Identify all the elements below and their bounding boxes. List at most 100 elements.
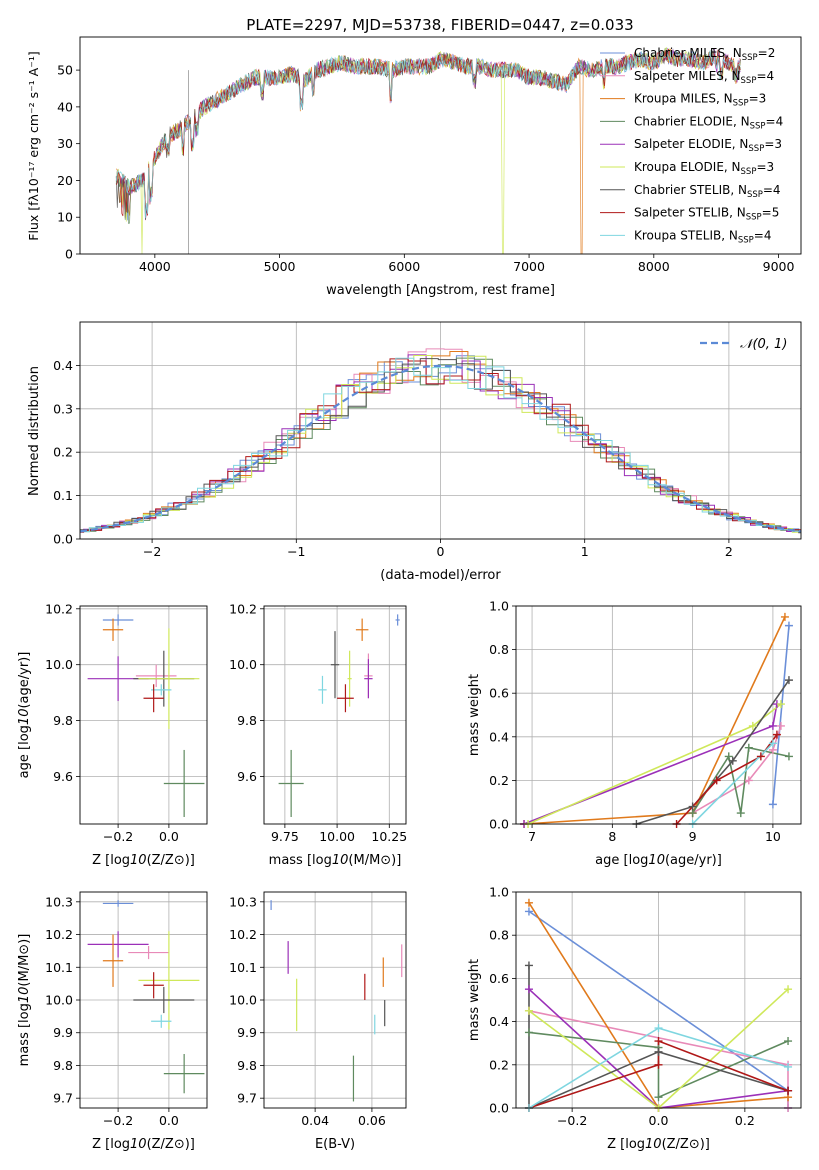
y-tick-label: 10.0 [45,993,73,1008]
y-tick-label: 30 [57,136,73,151]
x-axis-label: (data-model)/error [380,568,501,583]
series-marker [784,1037,793,1046]
plot-mass-vs-ebv: 0.04 0.06 9.7 9.8 9.9 10.0 10.1 10.2 10.3 E(B-V) [229,891,407,1152]
x-tick-label: −0.2 [557,1113,587,1128]
x-tick-label: 4000 [139,259,171,274]
series-marker [744,776,753,785]
legend-label: Chabrier MILES, NSSP=2 [634,46,775,63]
y-tick-label: 0.0 [489,1101,509,1116]
series-line [528,965,789,1108]
plot-residuals: −2 −1 0 1 2 0.0 0.1 0.2 0.3 0.4 𝒩(0, 1) (data-model… [27,321,802,583]
svg-text:Z [log10(Z/Z⊙)]: Z [log10(Z/Z⊙)] [92,1137,195,1152]
y-tick-label: 50 [57,63,73,78]
legend-label: Kroupa STELIB, NSSP=4 [634,228,772,245]
y-tick-label: 10 [57,210,73,225]
y-tick-label: 0.2 [489,1057,509,1072]
x-tick-label: −0.2 [103,1113,133,1128]
series-marker [712,776,721,785]
series-marker [780,612,789,621]
axes-frame [263,891,407,1109]
x-tick-label: −1 [287,544,305,559]
histogram-step [80,358,801,534]
y-tick-label: 0.6 [489,686,509,701]
series-marker [524,961,533,970]
normal-reference-line [80,364,801,533]
series-marker [524,907,533,916]
y-axis-label: mass weight [467,959,482,1041]
series-marker [654,1037,663,1046]
y-tick-label: 10.2 [45,927,73,942]
y-tick-label: 10.1 [45,960,73,975]
x-tick-label: −2 [143,544,161,559]
y-tick-label: 1.0 [489,885,509,900]
axes-frame [79,36,802,255]
series-marker [768,721,777,730]
plot-weight-vs-z: −0.2 0.0 0.2 0.0 0.2 0.4 0.6 0.8 1.0 Z [log10(Z/Z… [467,885,802,1152]
series-marker [728,756,737,765]
y-axis-label: Flux [fλ10⁻¹⁷ erg cm⁻² s⁻¹ A⁻¹] [26,51,41,240]
legend-label: Salpeter MILES, NSSP=4 [634,69,774,86]
y-tick-label: 20 [57,173,73,188]
series-line [772,625,790,805]
series-marker [654,1093,663,1102]
axes-frame [79,891,208,1109]
x-axis-label: wavelength [Angstrom, rest frame] [326,283,555,298]
series-marker [748,721,757,730]
y-tick-label: 0.0 [53,532,73,547]
y-tick-label: 0.0 [489,817,509,832]
y-tick-label: 1.0 [489,599,509,614]
series-line [676,734,778,824]
legend: Chabrier MILES, NSSP=2 Salpeter MILES, NS… [600,46,783,245]
svg-text:Z [log10(Z/Z⊙)]: Z [log10(Z/Z⊙)] [92,853,195,868]
y-tick-label: 9.9 [237,1025,257,1040]
y-tick-label: 9.6 [53,769,73,784]
y-tick-label: 10.0 [45,657,73,672]
svg-text:Z [log10(Z/Z⊙)]: Z [log10(Z/Z⊙)] [607,1137,710,1152]
y-tick-label: 0.4 [489,729,509,744]
y-tick-label: 10.3 [229,894,257,909]
y-tick-label: 0.2 [53,445,73,460]
x-tick-label: 0.06 [358,1113,386,1128]
svg-text:age [log10(age/yr)]: age [log10(age/yr)] [17,652,32,779]
series-marker [654,1060,663,1069]
y-tick-label: 10.1 [229,960,257,975]
legend-label: Chabrier STELIB, NSSP=4 [634,183,781,200]
y-tick-label: 0.8 [489,642,509,657]
x-tick-label: 10.25 [371,829,407,844]
axes-frame [79,605,208,825]
series-marker [654,1024,663,1033]
x-tick-label: 0.0 [159,829,179,844]
y-tick-label: 9.7 [53,1091,73,1106]
y-tick-label: 10.3 [45,894,73,909]
y-tick-label: 9.6 [237,769,257,784]
svg-text:age [log10(age/yr)]: age [log10(age/yr)] [595,853,722,868]
plot-spectrum: 4000 5000 6000 7000 8000 9000 0 10 20 30 40 50 wavel… [26,36,802,298]
y-tick-label: 10.2 [45,601,73,616]
y-tick-label: 9.8 [237,713,257,728]
plot-weight-vs-age: 7 8 9 10 0.0 0.2 0.4 0.6 0.8 1.0 age [log10(age/yr… [467,599,802,868]
x-tick-label: 6000 [388,259,420,274]
series-line [528,988,789,1108]
y-tick-label: 10.0 [229,657,257,672]
y-tick-label: 40 [57,99,73,114]
plot-area [115,46,741,254]
plot-mass-vs-z: −0.2 0.0 9.7 9.8 9.9 10.0 10.1 10.2 10.3 Z [log10… [17,891,208,1152]
series-marker [784,621,793,630]
y-axis-label: mass weight [467,674,482,756]
y-tick-label: 9.8 [53,713,73,728]
y-tick-label: 9.9 [53,1025,73,1040]
y-tick-label: 0.2 [489,773,509,788]
spectrum-line [115,50,741,219]
x-tick-label: 10.00 [319,829,355,844]
series-marker [784,985,793,994]
x-tick-label: 7 [528,829,536,844]
axes-frame [263,605,407,825]
series-marker [784,676,793,685]
legend-label: Kroupa ELODIE, NSSP=3 [634,160,774,177]
legend-label: 𝒩(0, 1) [740,337,787,352]
plot-area [87,614,205,818]
y-tick-label: 0.1 [53,488,73,503]
y-tick-label: 0.4 [53,358,73,373]
series-marker [524,985,533,994]
